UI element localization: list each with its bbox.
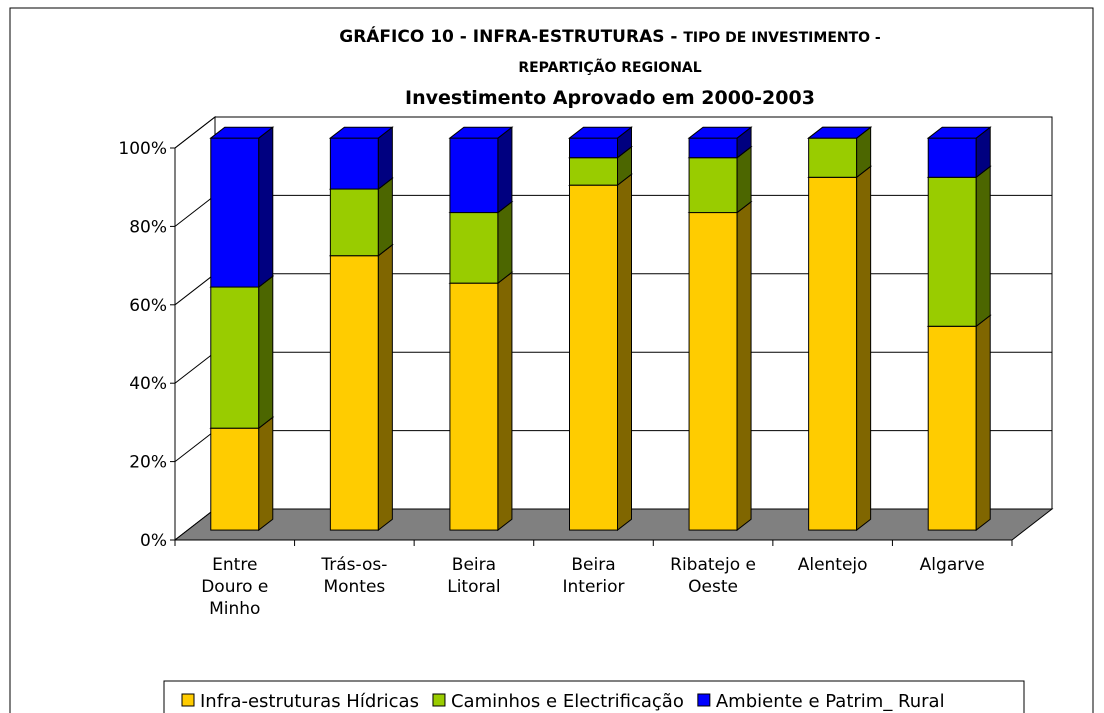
y-tick-label: 80% [129, 217, 167, 237]
bar-top [926, 126, 992, 139]
bar-segment [569, 137, 618, 159]
x-tick-label: Algarve [920, 555, 985, 575]
title-part: GRÁFICO 10 - INFRA-ESTRUTURAS - [339, 25, 677, 47]
legend-label: Infra-estruturas Hídricas [200, 691, 419, 712]
y-tick-label: 100% [118, 139, 167, 159]
y-tick-label: 60% [129, 296, 167, 316]
bar-side [736, 145, 752, 214]
x-tick-label: Entre Douro e Minho [201, 555, 268, 619]
bar-segment [329, 188, 379, 257]
bar-segment [569, 157, 618, 186]
chart-title: REPARTIÇÃO REGIONAL [518, 59, 701, 76]
bar-top [687, 126, 753, 139]
bar-top [209, 126, 275, 139]
bar-top [448, 126, 514, 139]
bar-side [497, 126, 513, 214]
bar-segment [688, 157, 738, 214]
chart-title: GRÁFICO 10 - INFRA-ESTRUTURAS - TIPO DE … [339, 25, 881, 47]
bar-side [377, 243, 393, 532]
bar-top [568, 126, 633, 139]
bar-segment [210, 286, 260, 429]
y-tick-label: 40% [129, 374, 167, 394]
y-tick-label: 20% [129, 453, 167, 473]
title-part: TIPO DE INVESTIMENTO - [683, 30, 881, 46]
bar-top [328, 126, 394, 139]
bar-segment [210, 427, 260, 531]
chart-subtitle: Investimento Aprovado em 2000-2003 [405, 87, 815, 109]
bar-side [617, 173, 632, 532]
bar-side [258, 126, 274, 289]
bar-side [258, 275, 274, 430]
bar-segment [449, 137, 499, 214]
bar-segment [688, 212, 738, 531]
bar-side [497, 200, 513, 285]
bar-segment [808, 176, 858, 531]
x-tick-label: Ribatejo e Oeste [670, 555, 756, 597]
bar-segment [569, 184, 618, 531]
bar-side [856, 165, 872, 532]
bar-segment [688, 137, 738, 159]
bar-segment [449, 212, 499, 284]
side-wall [174, 115, 216, 542]
x-tick-label: Beira Litoral [447, 555, 500, 597]
bar-top [807, 126, 873, 139]
bar-segment [927, 176, 977, 327]
x-tick-label: Alentejo [798, 555, 868, 575]
bar-segment [927, 137, 977, 178]
bar-segment [329, 137, 379, 190]
bar-side [736, 200, 752, 532]
legend-label: Caminhos e Electrificação [451, 691, 684, 712]
bar-side [377, 177, 393, 257]
grid-line [174, 116, 1052, 149]
bar-side [258, 416, 274, 532]
bar-side [975, 165, 991, 328]
bar-segment [927, 325, 977, 531]
bar-segment [449, 282, 499, 531]
bar-side [975, 314, 991, 532]
bar-segment [808, 137, 858, 178]
legend-swatch [697, 693, 711, 707]
y-tick-label: 0% [140, 531, 167, 551]
bar-side [497, 271, 513, 532]
bar-segment [329, 255, 379, 531]
bar-segment [210, 137, 260, 288]
legend-box [163, 680, 1025, 713]
x-tick-label: Beira Interior [562, 555, 624, 597]
x-tick-label: Trás-os-Montes [320, 555, 387, 597]
legend-swatch [181, 693, 195, 707]
legend-swatch [432, 693, 446, 707]
legend-label: Ambiente e Patrim_ Rural [716, 691, 945, 712]
